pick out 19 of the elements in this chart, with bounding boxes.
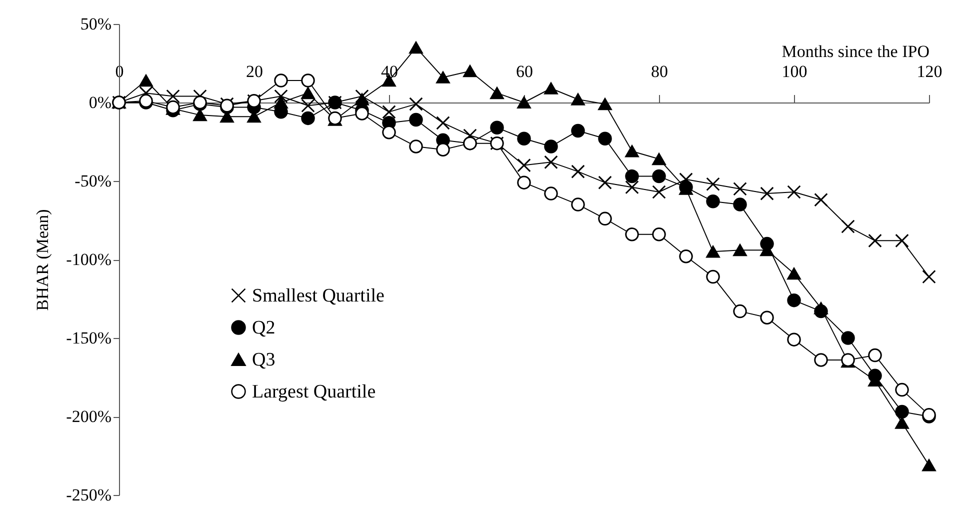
x-tick-label: 40 [381, 62, 398, 81]
y-tick-label: 50% [80, 14, 112, 34]
legend-label: Q3 [252, 350, 276, 370]
y-tick-label: -100% [66, 250, 112, 269]
legend-label: Largest Quartile [252, 382, 376, 402]
y-tick-label: 0% [88, 93, 112, 112]
x-tick-label: 100 [782, 62, 808, 81]
legend-label: Q2 [252, 318, 276, 338]
x-axis-title: Months since the IPO [782, 42, 930, 61]
x-tick-label: 80 [651, 62, 668, 81]
y-tick-label: -250% [66, 486, 112, 504]
legend-label: Smallest Quartile [252, 286, 384, 306]
x-tick-label: 60 [516, 62, 533, 81]
x-tick-label: 120 [916, 62, 942, 81]
y-tick-label: -150% [66, 328, 112, 348]
x-tick-label: 20 [246, 62, 263, 81]
y-tick-label: -200% [66, 407, 112, 426]
y-axis-title: BHAR (Mean) [33, 209, 52, 311]
y-tick-label: -50% [74, 172, 112, 190]
